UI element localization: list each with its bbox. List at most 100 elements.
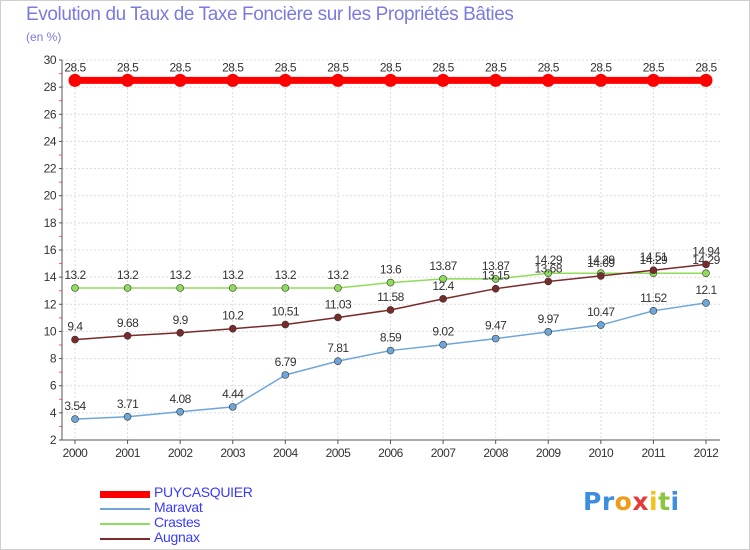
data-label-maravat: 10.47 bbox=[587, 305, 615, 319]
data-label-puycasquier: 28.5 bbox=[169, 60, 191, 74]
x-tick-label: 2006 bbox=[378, 446, 404, 460]
y-tick-label: 18 bbox=[44, 216, 57, 230]
data-point-augnax bbox=[491, 284, 500, 293]
data-point-puycasquier bbox=[331, 73, 345, 87]
data-label-puycasquier: 28.5 bbox=[275, 60, 297, 74]
data-label-maravat: 11.52 bbox=[640, 291, 667, 305]
data-label-maravat: 3.54 bbox=[64, 399, 86, 413]
data-point-maravat bbox=[334, 357, 342, 365]
y-tick-label: 26 bbox=[44, 107, 57, 121]
data-point-maravat bbox=[491, 334, 500, 343]
data-label-augnax: 11.03 bbox=[325, 297, 352, 311]
logo-letter: i bbox=[649, 487, 659, 516]
y-tick-label: 14 bbox=[44, 270, 57, 284]
data-point-maravat bbox=[71, 415, 79, 423]
y-tick-label: 12 bbox=[44, 297, 57, 311]
data-label-augnax: 14.09 bbox=[587, 256, 615, 270]
data-point-crastes bbox=[386, 278, 395, 287]
x-tick-label: 2010 bbox=[588, 446, 614, 460]
data-point-augnax bbox=[702, 260, 710, 269]
data-point-puycasquier bbox=[384, 73, 397, 87]
logo-letter: P bbox=[583, 487, 602, 516]
x-tick-label: 2009 bbox=[536, 446, 562, 460]
data-label-crastes: 14.29 bbox=[692, 253, 720, 267]
data-label-crastes: 13.87 bbox=[482, 259, 510, 273]
data-point-puycasquier bbox=[594, 73, 608, 87]
data-point-maravat bbox=[702, 299, 710, 307]
legend-label-maravat: Maravat bbox=[154, 499, 203, 515]
data-label-crastes: 14.29 bbox=[587, 253, 615, 267]
x-tick-label: 2011 bbox=[642, 446, 667, 460]
x-tick-label: 2003 bbox=[220, 446, 246, 460]
data-point-augnax bbox=[544, 277, 553, 286]
data-label-puycasquier: 28.5 bbox=[327, 60, 349, 74]
legend-label-puycasquier: PUYCASQUIER bbox=[154, 484, 253, 500]
data-point-augnax bbox=[334, 313, 342, 322]
data-label-crastes: 14.29 bbox=[534, 253, 562, 267]
legend-swatch-puycasquier bbox=[100, 491, 150, 498]
data-label-crastes: 13.2 bbox=[327, 268, 349, 282]
data-label-maravat: 7.81 bbox=[327, 341, 349, 355]
data-label-puycasquier: 28.5 bbox=[590, 60, 612, 74]
x-tick-label: 2002 bbox=[168, 446, 194, 460]
proxiti-logo: Proxiti bbox=[583, 487, 680, 516]
x-tick-label: 2005 bbox=[326, 446, 352, 460]
data-label-puycasquier: 28.5 bbox=[432, 60, 454, 74]
data-label-puycasquier: 28.5 bbox=[643, 60, 665, 74]
y-tick-label: 8 bbox=[50, 352, 57, 366]
x-tick-label: 2007 bbox=[431, 446, 457, 460]
data-label-puycasquier: 28.5 bbox=[117, 60, 139, 74]
chart-title: Evolution du Taux de Taxe Foncière sur l… bbox=[26, 4, 514, 25]
data-point-puycasquier bbox=[121, 73, 135, 87]
data-point-maravat bbox=[386, 346, 395, 355]
y-tick-label: 6 bbox=[50, 379, 57, 393]
data-label-maravat: 8.59 bbox=[380, 331, 402, 345]
y-tick-label: 4 bbox=[50, 406, 57, 420]
logo-letter: r bbox=[601, 487, 615, 516]
data-label-puycasquier: 28.5 bbox=[485, 60, 507, 74]
x-tick-label: 2001 bbox=[115, 446, 141, 460]
legend-swatch-crastes bbox=[100, 523, 150, 525]
data-label-crastes: 13.2 bbox=[275, 268, 297, 282]
data-point-crastes bbox=[334, 284, 342, 292]
data-point-maravat bbox=[228, 403, 237, 411]
data-point-maravat bbox=[439, 340, 447, 349]
data-label-puycasquier: 28.5 bbox=[64, 60, 86, 74]
x-tick-label: 2012 bbox=[694, 446, 720, 460]
data-point-crastes bbox=[123, 284, 132, 292]
y-tick-label: 10 bbox=[44, 324, 57, 338]
data-point-augnax bbox=[649, 266, 658, 275]
y-tick-label: 16 bbox=[44, 243, 57, 257]
data-point-puycasquier bbox=[173, 73, 187, 87]
data-point-augnax bbox=[281, 320, 290, 329]
data-point-puycasquier bbox=[68, 73, 82, 87]
data-label-augnax: 9.4 bbox=[67, 320, 83, 334]
data-point-puycasquier bbox=[436, 73, 450, 87]
data-label-crastes: 14.29 bbox=[640, 253, 668, 267]
data-label-augnax: 10.51 bbox=[272, 305, 300, 319]
data-point-maravat bbox=[649, 306, 658, 315]
y-tick-label: 28 bbox=[44, 80, 57, 94]
data-label-augnax: 9.9 bbox=[173, 313, 189, 327]
data-label-augnax: 14.51 bbox=[640, 250, 668, 264]
data-label-maravat: 9.97 bbox=[538, 312, 560, 326]
data-point-puycasquier bbox=[541, 73, 555, 87]
data-label-augnax: 13.15 bbox=[482, 269, 510, 283]
legend-label-augnax: Augnax bbox=[154, 529, 200, 545]
data-point-crastes bbox=[71, 284, 79, 292]
data-label-maravat: 12.1 bbox=[695, 283, 717, 297]
data-label-augnax: 10.2 bbox=[222, 309, 244, 323]
x-tick-label: 2000 bbox=[63, 446, 89, 460]
data-label-crastes: 13.2 bbox=[222, 268, 244, 282]
logo-letter: i bbox=[670, 487, 680, 516]
data-label-maravat: 6.79 bbox=[275, 355, 297, 369]
data-point-puycasquier bbox=[699, 73, 713, 87]
x-tick-label: 2004 bbox=[273, 446, 299, 460]
data-label-maravat: 9.47 bbox=[485, 319, 507, 333]
data-label-augnax: 12.4 bbox=[432, 279, 454, 293]
data-label-augnax: 11.58 bbox=[377, 290, 404, 304]
y-tick-label: 30 bbox=[44, 53, 57, 67]
data-point-augnax bbox=[597, 272, 605, 280]
data-point-maravat bbox=[123, 412, 132, 421]
